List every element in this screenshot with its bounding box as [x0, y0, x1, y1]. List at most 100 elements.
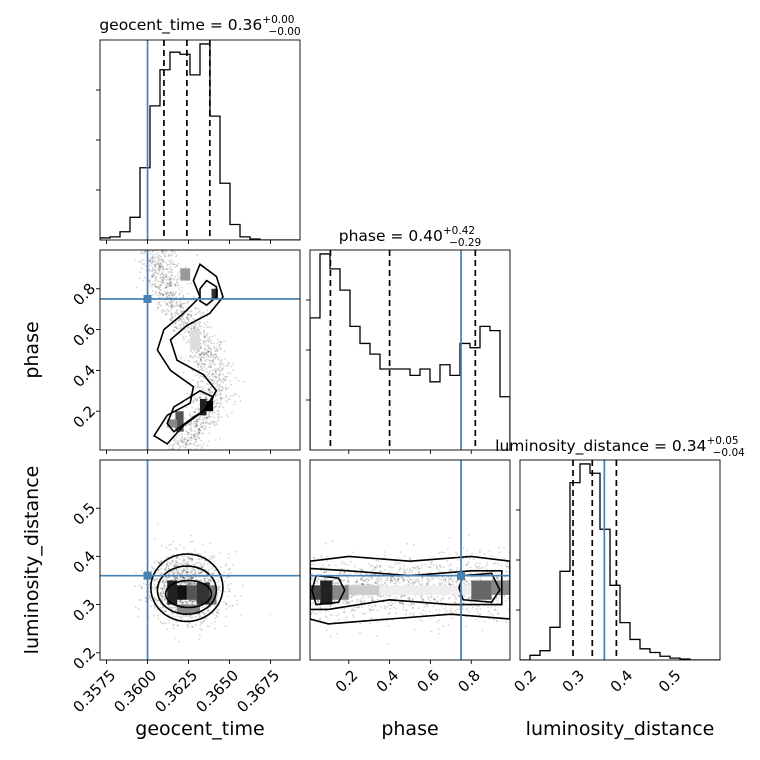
sample-point [419, 612, 422, 615]
sample-point [177, 285, 180, 288]
sample-point [168, 562, 171, 565]
sample-point [175, 556, 178, 559]
sample-point [165, 268, 167, 271]
sample-point [476, 567, 478, 570]
density-cell [211, 288, 219, 299]
sample-point [177, 448, 180, 450]
sample-point [202, 611, 204, 614]
sample-point [210, 579, 213, 582]
sample-point [215, 614, 218, 617]
sample-point [182, 614, 185, 617]
sample-point [189, 442, 192, 445]
sample-point [408, 604, 411, 607]
sample-point [441, 597, 444, 600]
sample-point [174, 562, 177, 564]
sample-point [195, 426, 198, 429]
sample-point [355, 572, 358, 575]
sample-point [179, 305, 182, 308]
sample-point [174, 576, 176, 579]
sample-point [220, 381, 223, 383]
sample-point [217, 586, 220, 588]
sample-point [332, 579, 335, 581]
sample-point [187, 316, 189, 319]
sample-point [329, 614, 332, 616]
sample-point [200, 579, 203, 581]
sample-point [359, 622, 362, 625]
sample-point [149, 264, 151, 267]
sample-point [211, 380, 214, 382]
sample-point [191, 325, 194, 328]
sample-point [196, 579, 199, 582]
sample-point [166, 556, 169, 559]
sample-point [225, 378, 227, 381]
sample-point [161, 564, 164, 567]
sample-point [154, 256, 157, 258]
sample-point [228, 576, 231, 579]
sample-point [189, 437, 192, 439]
sample-point [187, 317, 190, 320]
sample-point [199, 365, 202, 368]
sample-point [137, 615, 140, 618]
sample-point [471, 552, 473, 555]
sample-point [185, 424, 187, 427]
sample-point [181, 441, 184, 444]
sample-point [421, 613, 424, 616]
sample-point [221, 397, 223, 400]
sample-point [373, 568, 376, 571]
contour-line [156, 565, 218, 616]
sample-point [314, 582, 317, 585]
sample-point [180, 290, 183, 293]
sample-point [214, 375, 217, 378]
sample-point [157, 266, 160, 269]
sample-point [414, 594, 417, 597]
sample-point [383, 551, 386, 553]
sample-point [216, 595, 219, 598]
sample-point [398, 576, 401, 579]
sample-point [210, 352, 212, 355]
sample-point [225, 603, 228, 606]
sample-point [175, 564, 177, 567]
sample-point [320, 578, 323, 581]
sample-point [208, 388, 211, 391]
sample-point [206, 416, 209, 419]
x-tick-label-geocent_time: 0.3650 [192, 666, 242, 716]
sample-point [179, 445, 181, 448]
sample-point [197, 410, 200, 413]
sample-point [360, 568, 363, 571]
sample-point [156, 257, 159, 260]
sample-point [346, 602, 349, 605]
sample-point [166, 268, 169, 271]
sample-point [208, 414, 210, 416]
sample-point [168, 310, 171, 313]
sample-point [178, 640, 181, 643]
sample-point [196, 356, 199, 359]
sample-point [185, 600, 187, 603]
sample-point [486, 568, 489, 571]
sample-point [211, 335, 214, 338]
sample-point [155, 559, 157, 562]
sample-point [494, 562, 497, 565]
sample-point [468, 596, 471, 599]
density-cell [200, 398, 207, 416]
sample-point [195, 437, 198, 440]
sample-point [200, 572, 202, 575]
sample-point [432, 564, 435, 566]
sample-point [235, 392, 237, 395]
sample-point [155, 275, 158, 278]
sample-point [215, 405, 217, 408]
sample-point [189, 433, 192, 436]
sample-point [165, 296, 168, 299]
sample-point [162, 294, 165, 297]
sample-point [359, 573, 362, 575]
sample-point [140, 598, 143, 601]
sample-point [203, 342, 205, 344]
sample-point [387, 624, 390, 627]
sample-point [172, 290, 175, 293]
sample-point [178, 616, 181, 618]
sample-point [329, 605, 332, 607]
sample-point [203, 330, 205, 332]
sample-point [187, 583, 190, 586]
sample-point [187, 320, 190, 322]
sample-point [383, 581, 386, 584]
sample-point [201, 432, 204, 435]
